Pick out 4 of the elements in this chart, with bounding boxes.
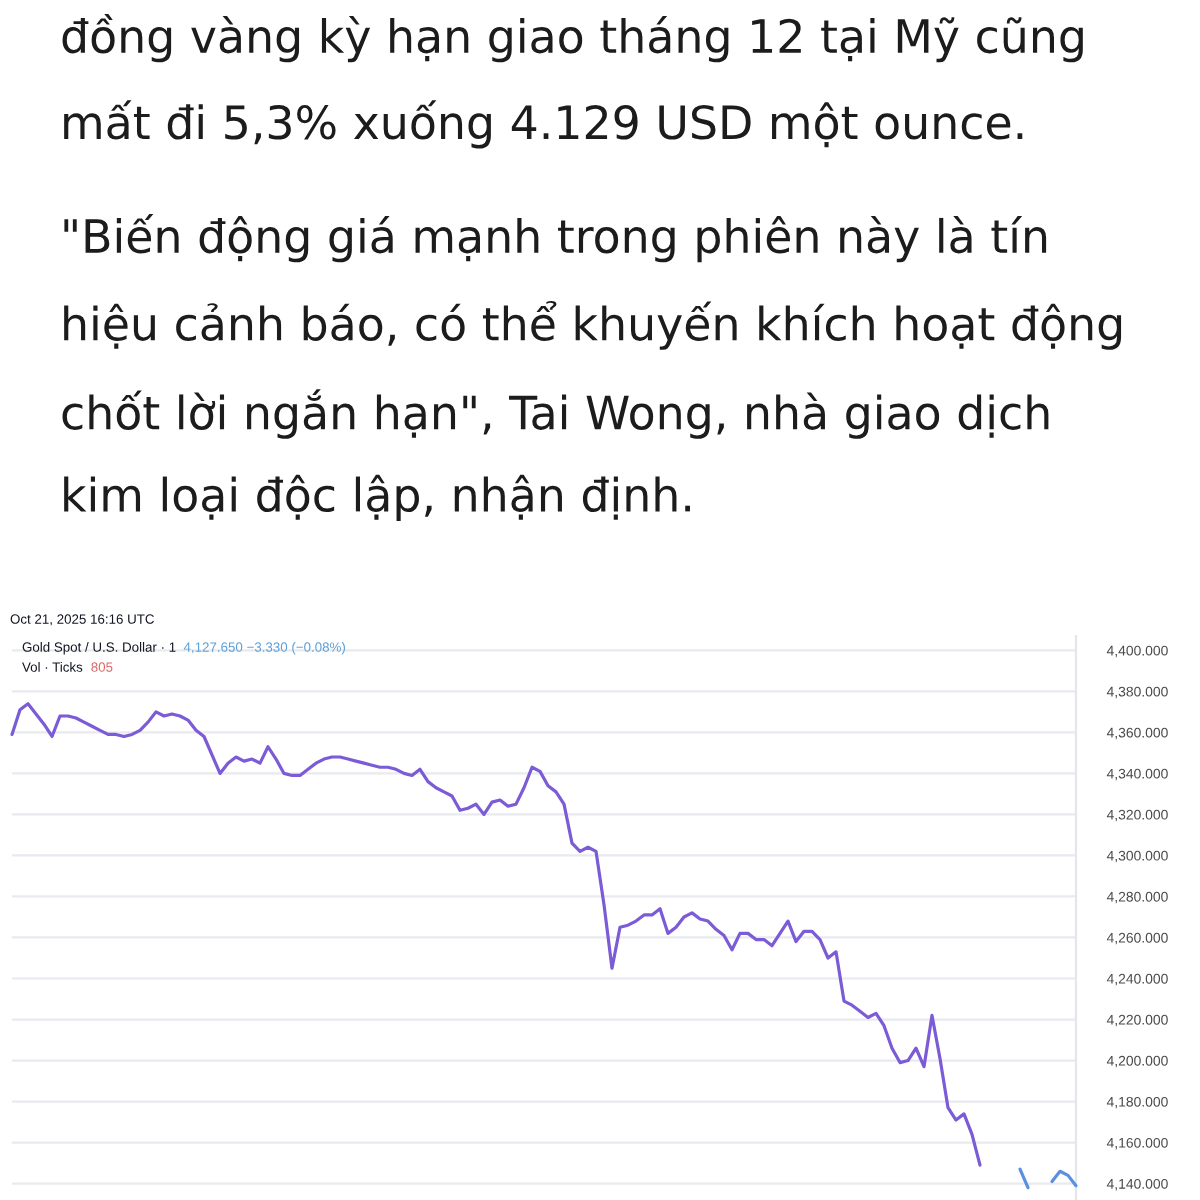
text: "Biến động giá mạnh trong phiên này là tín hiệu cảnh báo, có thể khuyến khích hoạt động chốt lời ngắn hạn", Tai Wong, nhà giao dịch kim loại độc lập, nhận định. xyxy=(62,214,1122,521)
text: đồng vàng kỳ hạn giao tháng 12 tại Mỹ cũng mất đi 5,3% xuống 4.129 USD một ounce. xyxy=(62,14,1083,149)
line-series xyxy=(1050,1169,1078,1188)
line-series xyxy=(10,702,982,1167)
